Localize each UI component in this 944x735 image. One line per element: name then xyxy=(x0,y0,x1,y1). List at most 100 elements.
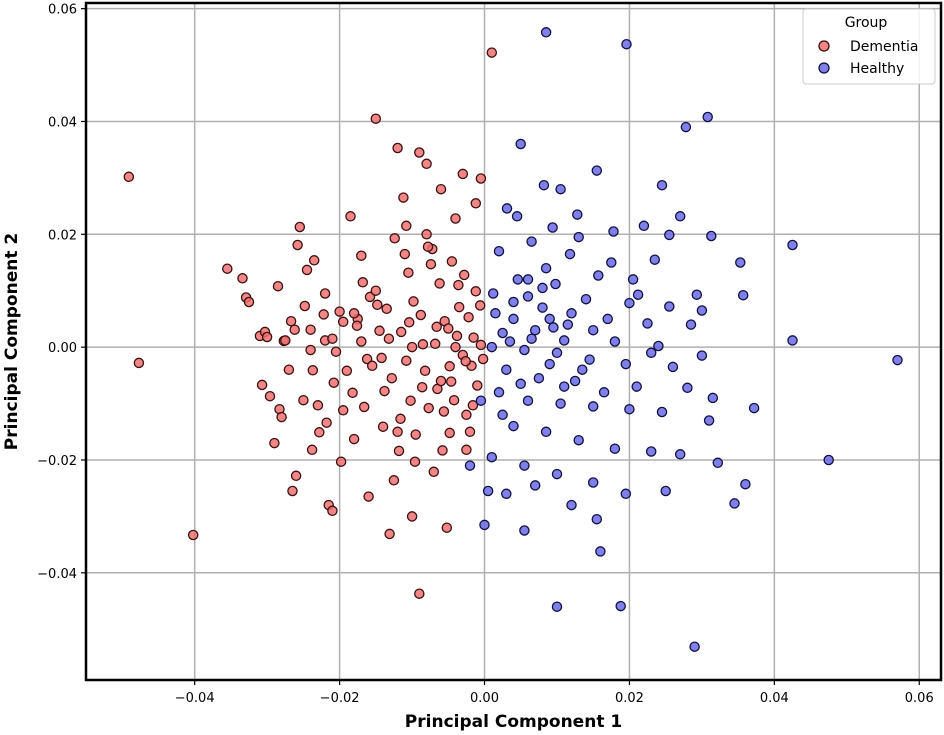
data-point-dementia xyxy=(318,309,329,320)
data-point-dementia xyxy=(434,278,445,289)
legend-items: Dementia Healthy xyxy=(818,39,918,77)
data-point-dementia xyxy=(392,426,403,438)
data-points xyxy=(123,27,903,652)
data-point-healthy xyxy=(680,121,692,133)
data-point-healthy xyxy=(620,488,632,500)
data-point-dementia xyxy=(377,421,389,432)
data-point-dementia xyxy=(458,269,470,281)
legend-title: Group xyxy=(845,15,888,31)
data-point-dementia xyxy=(307,365,319,376)
y-tick-label: 0.00 xyxy=(48,341,77,356)
data-point-healthy xyxy=(501,203,513,214)
data-point-healthy xyxy=(537,302,548,313)
data-point-dementia xyxy=(450,341,461,353)
data-point-dementia xyxy=(444,427,455,439)
data-point-dementia xyxy=(334,306,345,317)
data-point-healthy xyxy=(729,498,740,509)
data-point-dementia xyxy=(414,147,425,158)
data-point-healthy xyxy=(504,336,516,347)
data-point-dementia xyxy=(417,339,429,350)
data-point-dementia xyxy=(330,346,342,357)
data-point-healthy xyxy=(602,313,613,325)
data-point-healthy xyxy=(577,364,588,375)
data-point-healthy xyxy=(685,319,697,330)
data-point-healthy xyxy=(566,308,577,319)
data-point-healthy xyxy=(551,347,563,359)
data-point-healthy xyxy=(642,318,653,329)
data-point-dementia xyxy=(415,309,427,321)
data-point-dementia xyxy=(422,241,434,252)
data-point-healthy xyxy=(598,387,610,398)
data-point-healthy xyxy=(522,291,534,302)
data-point-healthy xyxy=(621,38,632,50)
data-point-healthy xyxy=(696,350,708,361)
data-point-dementia xyxy=(453,279,464,291)
data-point-healthy xyxy=(615,600,626,612)
data-point-healthy xyxy=(787,239,798,251)
data-point-dementia xyxy=(472,380,483,391)
data-point-dementia xyxy=(348,433,360,445)
data-point-healthy xyxy=(631,381,642,392)
data-point-dementia xyxy=(292,239,303,251)
data-point-healthy xyxy=(548,322,559,333)
data-point-healthy xyxy=(533,372,545,384)
data-point-dementia xyxy=(477,353,489,365)
data-point-healthy xyxy=(562,319,574,330)
data-point-dementia xyxy=(395,413,406,425)
data-point-healthy xyxy=(667,361,679,373)
data-point-healthy xyxy=(540,426,552,438)
data-point-dementia xyxy=(361,353,373,365)
data-point-healthy xyxy=(608,226,619,237)
data-point-healthy xyxy=(493,245,505,257)
data-point-dementia xyxy=(475,173,487,184)
data-point-dementia xyxy=(356,336,367,347)
data-point-healthy xyxy=(573,434,584,446)
data-point-healthy xyxy=(593,270,604,281)
data-point-healthy xyxy=(674,449,686,460)
y-tick-label: −0.04 xyxy=(37,567,77,582)
data-point-healthy xyxy=(609,443,621,454)
data-point-dementia xyxy=(301,264,313,276)
x-tick-label: 0.02 xyxy=(615,691,644,706)
data-point-dementia xyxy=(272,280,284,292)
data-point-dementia xyxy=(305,344,316,356)
data-point-dementia xyxy=(276,411,287,423)
data-point-dementia xyxy=(370,113,382,124)
data-point-healthy xyxy=(656,406,668,418)
data-point-dementia xyxy=(408,296,419,307)
data-point-healthy xyxy=(706,230,717,242)
data-point-dementia xyxy=(337,316,349,328)
data-point-dementia xyxy=(261,331,273,343)
data-point-healthy xyxy=(569,375,581,387)
data-point-dementia xyxy=(305,324,316,335)
data-point-dementia xyxy=(388,475,400,486)
x-tick-label: 0.04 xyxy=(760,691,789,706)
data-point-healthy xyxy=(632,289,644,300)
data-point-dementia xyxy=(345,211,356,222)
data-point-healthy xyxy=(508,313,519,325)
data-point-healthy xyxy=(544,358,555,370)
data-point-healthy xyxy=(486,451,498,463)
x-tick-label: 0.06 xyxy=(905,691,934,706)
data-point-dementia xyxy=(450,213,461,224)
data-point-dementia xyxy=(269,437,280,449)
data-point-healthy xyxy=(591,513,603,525)
data-point-healthy xyxy=(555,183,566,195)
data-point-healthy xyxy=(653,340,664,352)
data-point-dementia xyxy=(395,326,407,338)
data-point-healthy xyxy=(624,403,635,415)
data-point-dementia xyxy=(446,256,458,267)
x-tick-label: −0.04 xyxy=(175,691,215,706)
data-point-healthy xyxy=(649,254,661,265)
data-point-dementia xyxy=(341,365,353,377)
data-point-dementia xyxy=(285,315,297,327)
data-point-dementia xyxy=(399,248,411,260)
data-point-dementia xyxy=(438,406,450,417)
data-point-healthy xyxy=(547,222,558,233)
data-point-healthy xyxy=(595,546,606,557)
data-point-dementia xyxy=(457,168,469,180)
data-point-healthy xyxy=(707,392,719,404)
data-point-healthy xyxy=(522,274,534,285)
data-point-dementia xyxy=(445,376,457,387)
